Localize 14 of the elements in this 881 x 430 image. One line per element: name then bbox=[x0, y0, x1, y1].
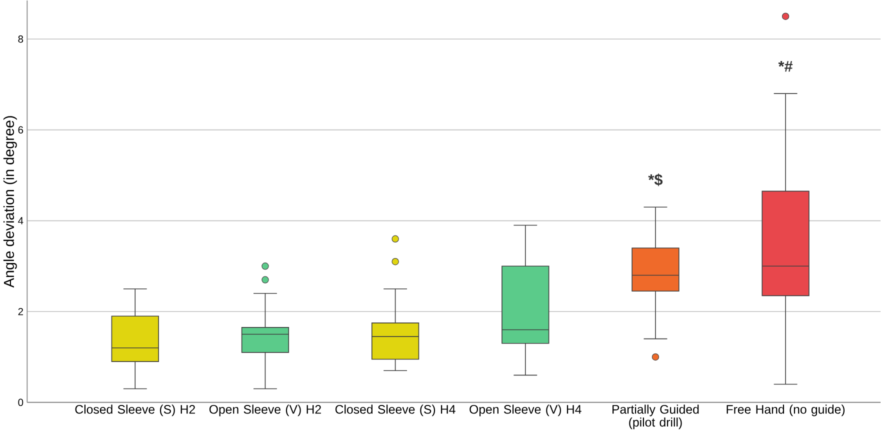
x-tick-label: Open Sleeve (V) H2 bbox=[209, 404, 321, 416]
x-tick-label: Closed Sleeve (S) H2 bbox=[75, 404, 195, 416]
y-tick-label: 6 bbox=[18, 126, 24, 134]
annotation: *$ bbox=[648, 173, 663, 186]
annotation: *# bbox=[778, 60, 793, 72]
x-tick-label: Open Sleeve (V) H4 bbox=[470, 404, 582, 416]
y-axis-title: Angle deviation (in degree) bbox=[3, 116, 17, 288]
y-tick-label: 2 bbox=[18, 308, 24, 316]
x-tick-label: Free Hand (no guide) bbox=[726, 404, 845, 416]
x-tick-label: Partially Guided (pilot drill) bbox=[612, 404, 699, 430]
y-tick-label: 8 bbox=[18, 35, 24, 43]
y-tick-label: 0 bbox=[18, 398, 24, 406]
x-tick-label: Closed Sleeve (S) H4 bbox=[335, 404, 456, 416]
y-tick-label: 4 bbox=[18, 217, 24, 224]
